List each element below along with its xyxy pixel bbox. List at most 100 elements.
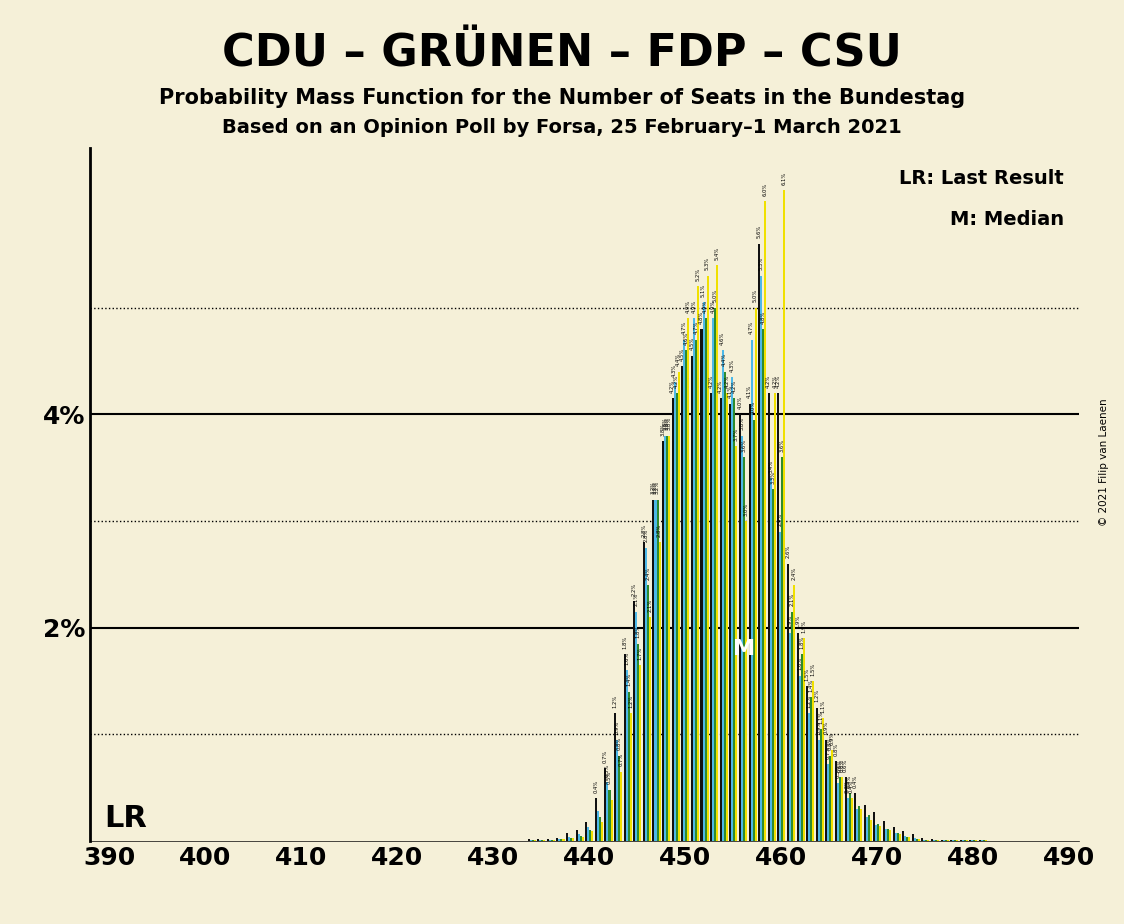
Text: 6.0%: 6.0% [763, 183, 768, 196]
Text: 5.2%: 5.2% [696, 268, 700, 281]
Bar [870, 820, 872, 841]
Text: 4.6%: 4.6% [720, 332, 725, 345]
Text: 1.2%: 1.2% [814, 689, 819, 702]
Text: 4.1%: 4.1% [728, 385, 733, 398]
Text: 1.1%: 1.1% [821, 699, 825, 713]
Text: 4.8%: 4.8% [761, 310, 765, 323]
Bar [922, 838, 924, 841]
Text: M: M [733, 638, 755, 659]
Bar [624, 654, 626, 841]
Text: 0.7%: 0.7% [602, 749, 608, 763]
Bar [966, 840, 968, 841]
Bar [664, 436, 667, 841]
Bar [822, 718, 824, 841]
Bar [652, 500, 654, 841]
Text: 4.3%: 4.3% [729, 359, 735, 371]
Text: 6.1%: 6.1% [782, 172, 787, 185]
Bar [960, 840, 962, 841]
Bar [878, 824, 879, 841]
Bar [561, 839, 562, 841]
Bar [697, 286, 699, 841]
Text: 1.9%: 1.9% [795, 614, 800, 627]
Bar [813, 681, 814, 841]
Text: 4.0%: 4.0% [751, 401, 756, 414]
Text: Based on an Opinion Poll by Forsa, 25 February–1 March 2021: Based on an Opinion Poll by Forsa, 25 Fe… [223, 118, 901, 138]
Bar [849, 793, 851, 841]
Bar [570, 838, 572, 841]
Bar [764, 201, 767, 841]
Bar [892, 827, 895, 841]
Bar [667, 436, 668, 841]
Text: 2.8%: 2.8% [643, 529, 649, 542]
Bar [635, 612, 637, 841]
Bar [597, 811, 599, 841]
Bar [841, 777, 843, 841]
Bar [719, 398, 722, 841]
Bar [863, 805, 865, 841]
Text: 4.2%: 4.2% [732, 380, 737, 393]
Bar [729, 404, 732, 841]
Bar [806, 687, 808, 841]
Text: 0.9%: 0.9% [824, 721, 828, 735]
Bar [844, 777, 846, 841]
Text: 1.4%: 1.4% [626, 673, 632, 687]
Bar [732, 377, 733, 841]
Bar [935, 840, 937, 841]
Bar [616, 739, 618, 841]
Bar [738, 414, 741, 841]
Bar [578, 834, 580, 841]
Text: 0.5%: 0.5% [835, 765, 841, 778]
Text: 1.9%: 1.9% [788, 614, 792, 627]
Bar [818, 739, 819, 841]
Bar [532, 840, 534, 841]
Bar [751, 340, 753, 841]
Text: 4.7%: 4.7% [694, 322, 698, 334]
Text: 1.5%: 1.5% [810, 663, 816, 675]
Text: 0.4%: 0.4% [847, 774, 852, 787]
Bar [873, 812, 876, 841]
Text: 2.6%: 2.6% [786, 545, 790, 558]
Bar [537, 839, 540, 841]
Text: 5.0%: 5.0% [753, 289, 758, 302]
Text: CDU – GRÜNEN – FDP – CSU: CDU – GRÜNEN – FDP – CSU [223, 32, 901, 76]
Bar [527, 839, 529, 841]
Bar [800, 654, 803, 841]
Bar [610, 800, 613, 841]
Text: 3.4%: 3.4% [768, 460, 773, 473]
Bar [946, 840, 949, 841]
Bar [692, 319, 695, 841]
Bar [792, 585, 795, 841]
Text: 4.2%: 4.2% [670, 380, 676, 393]
Bar [979, 840, 981, 841]
Text: 0.5%: 0.5% [607, 772, 611, 784]
Bar [562, 839, 564, 841]
Bar [885, 829, 887, 841]
Bar [897, 833, 898, 841]
Bar [952, 840, 954, 841]
Text: 2.1%: 2.1% [647, 599, 652, 612]
Bar [858, 806, 860, 841]
Bar [556, 838, 559, 841]
Text: 4.2%: 4.2% [708, 374, 714, 388]
Bar [835, 760, 837, 841]
Text: 0.4%: 0.4% [849, 780, 854, 793]
Bar [963, 840, 966, 841]
Bar [534, 840, 536, 841]
Bar [595, 798, 597, 841]
Bar [607, 783, 608, 841]
Bar [803, 638, 805, 841]
Text: 2.4%: 2.4% [791, 566, 797, 579]
Text: 4.3%: 4.3% [672, 364, 677, 377]
Text: 4.2%: 4.2% [767, 374, 771, 388]
Text: 5.6%: 5.6% [756, 225, 762, 238]
Text: 1.8%: 1.8% [636, 625, 641, 638]
Text: 4.9%: 4.9% [710, 300, 716, 313]
Bar [626, 670, 627, 841]
Bar [599, 818, 601, 841]
Text: 0.4%: 0.4% [853, 774, 858, 787]
Text: 0.4%: 0.4% [845, 780, 850, 793]
Bar [924, 840, 925, 841]
Bar [898, 834, 900, 841]
Bar [906, 836, 908, 841]
Bar [582, 836, 583, 841]
